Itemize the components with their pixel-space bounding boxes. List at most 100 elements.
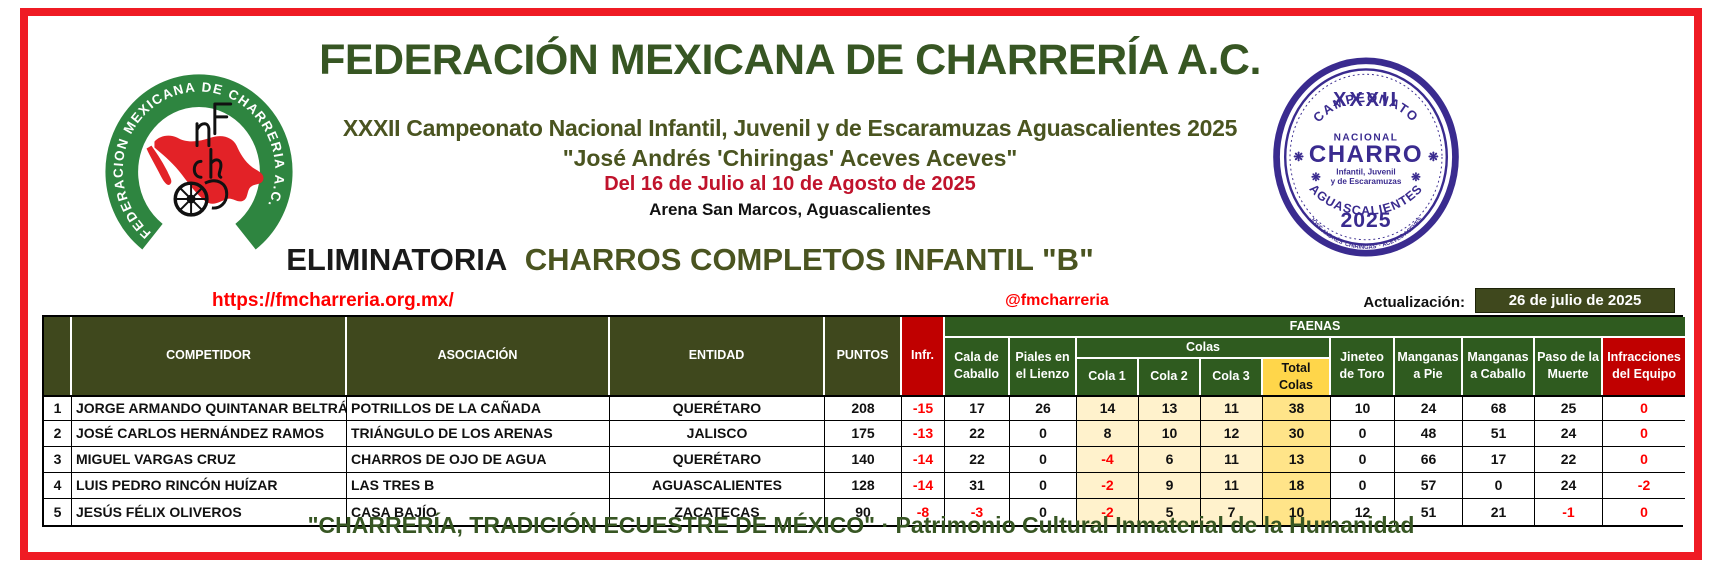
association-cell: LAS TRES B: [347, 472, 610, 499]
association-cell: CHARROS DE OJO DE AGUA: [347, 446, 610, 473]
stamp-outer-ring: [1273, 57, 1459, 257]
cola3-cell: 11: [1201, 446, 1263, 473]
rank-cell: 3: [44, 446, 72, 473]
col-header-paso: Paso de la Muerte: [1535, 337, 1603, 395]
table-row: 1 JORGE ARMANDO QUINTANAR BELTRÁN POTRIL…: [44, 394, 1686, 421]
piales-cell: 0: [1010, 420, 1077, 447]
section-title-category: CHARROS COMPLETOS INFANTIL "B": [524, 242, 1094, 277]
points-cell: 208: [825, 394, 902, 421]
updated-date-badge: 26 de julio de 2025: [1475, 288, 1675, 313]
total-colas-cell: 38: [1263, 394, 1331, 421]
cola1-cell: -4: [1077, 446, 1139, 473]
paso-muerte-cell: 24: [1535, 420, 1603, 447]
col-header-cola3: Cola 3: [1201, 358, 1263, 395]
section-title: ELIMINATORIA CHARROS COMPLETOS INFANTIL …: [78, 242, 1302, 278]
section-title-prefix: ELIMINATORIA: [286, 242, 507, 277]
paso-muerte-cell: -1: [1535, 498, 1603, 525]
stamp-2025: 2025: [1341, 209, 1392, 232]
fmch-monogram: [192, 102, 233, 179]
competitor-name-cell: LUIS PEDRO RINCÓN HUÍZAR: [72, 472, 347, 499]
paso-muerte-cell: 24: [1535, 472, 1603, 499]
group-header-colas: Colas: [1077, 337, 1331, 359]
total-colas-cell: 13: [1263, 446, 1331, 473]
competitor-name-cell: JORGE ARMANDO QUINTANAR BELTRÁN: [72, 394, 347, 421]
col-header-piales: Piales en el Lienzo: [1010, 337, 1077, 395]
cola2-cell: 6: [1139, 446, 1201, 473]
state-cell: AGUASCALIENTES: [610, 472, 825, 499]
piales-cell: 0: [1010, 498, 1077, 525]
results-table: COMPETIDOR ASOCIACIÓN ENTIDAD PUNTOS Inf…: [42, 315, 1686, 527]
col-header-entidad: ENTIDAD: [610, 317, 825, 395]
stamp-dotted-ring: [1289, 73, 1443, 241]
col-header-rank: [44, 317, 72, 395]
federation-url-link[interactable]: https://fmcharreria.org.mx/: [212, 290, 454, 311]
cola2-cell: 13: [1139, 394, 1201, 421]
group-header-faenas: FAENAS: [945, 317, 1686, 338]
rank-cell: 1: [44, 394, 72, 421]
cola1-cell: 14: [1077, 394, 1139, 421]
infractions-cell: -14: [902, 446, 945, 473]
event-dates: Del 16 de Julio al 10 de Agosto de 2025: [604, 173, 976, 195]
flourish-left-icon: ❋: [1293, 150, 1304, 164]
jineteo-cell: 0: [1331, 446, 1395, 473]
col-header-manganas-pie: Manganas a Pie: [1395, 337, 1463, 395]
competitor-name-cell: MIGUEL VARGAS CRUZ: [72, 446, 347, 473]
table-row: 3 MIGUEL VARGAS CRUZ CHARROS DE OJO DE A…: [44, 446, 1686, 473]
cala-cell: 22: [945, 420, 1010, 447]
cola1-cell: -2: [1077, 498, 1139, 525]
state-cell: QUERÉTARO: [610, 446, 825, 473]
paso-muerte-cell: 22: [1535, 446, 1603, 473]
manganas-pie-cell: 66: [1395, 446, 1463, 473]
cala-cell: 31: [945, 472, 1010, 499]
infractions-cell: -15: [902, 394, 945, 421]
cola2-cell: 10: [1139, 420, 1201, 447]
infractions-cell: -8: [902, 498, 945, 525]
table-row: 2 JOSÉ CARLOS HERNÁNDEZ RAMOS TRIÁNGULO …: [44, 420, 1686, 447]
stamp-escaramuzas: y de Escaramuzas: [1331, 177, 1402, 186]
col-header-cola2: Cola 2: [1139, 358, 1201, 395]
cola3-cell: 11: [1201, 472, 1263, 499]
cala-cell: 22: [945, 446, 1010, 473]
updated-label: Actualización:: [1363, 294, 1465, 311]
cola2-cell: 9: [1139, 472, 1201, 499]
competitor-name-cell: JESÚS FÉLIX OLIVEROS: [72, 498, 347, 525]
col-header-manganas-caballo: Manganas a Caballo: [1463, 337, 1535, 395]
rank-cell: 4: [44, 472, 72, 499]
points-cell: 175: [825, 420, 902, 447]
manganas-pie-cell: 51: [1395, 498, 1463, 525]
table-row: 4 LUIS PEDRO RINCÓN HUÍZAR LAS TRES B AG…: [44, 472, 1686, 499]
cola1-cell: -2: [1077, 472, 1139, 499]
team-infractions-cell: 0: [1603, 394, 1686, 421]
cola2-cell: 5: [1139, 498, 1201, 525]
total-colas-cell: 10: [1263, 498, 1331, 525]
horseshoe-band: [105, 74, 293, 250]
total-colas-cell: 30: [1263, 420, 1331, 447]
baja-california-shape: [146, 145, 172, 185]
jineteo-cell: 12: [1331, 498, 1395, 525]
jineteo-cell: 0: [1331, 472, 1395, 499]
association-cell: CASA BAJÍO: [347, 498, 610, 525]
table-row: 5 JESÚS FÉLIX OLIVEROS CASA BAJÍO ZACATE…: [44, 498, 1686, 525]
jineteo-cell: 10: [1331, 394, 1395, 421]
col-header-infr: Infr.: [902, 317, 945, 395]
meta-row: https://fmcharreria.org.mx/ @fmcharreria…: [42, 288, 1683, 314]
state-cell: QUERÉTARO: [610, 394, 825, 421]
piales-cell: 0: [1010, 446, 1077, 473]
competitor-name-cell: JOSÉ CARLOS HERNÁNDEZ RAMOS: [72, 420, 347, 447]
manganas-caballo-cell: 21: [1463, 498, 1535, 525]
cala-cell: -3: [945, 498, 1010, 525]
social-handle-link[interactable]: @fmcharreria: [1005, 292, 1109, 309]
team-infractions-cell: 0: [1603, 446, 1686, 473]
stamp-infantil: Infantil, Juvenil: [1336, 167, 1395, 176]
manganas-caballo-cell: 68: [1463, 394, 1535, 421]
piales-cell: 26: [1010, 394, 1077, 421]
page-title: FEDERACIÓN MEXICANA DE CHARRERÍA A.C.: [319, 36, 1261, 84]
team-infractions-cell: 0: [1603, 420, 1686, 447]
stamp-xxxii: XXXII: [1333, 89, 1399, 111]
cola3-cell: 7: [1201, 498, 1263, 525]
page-frame: FEDERACION MEXICANA DE CHARRERIA A.C. XX…: [20, 8, 1702, 560]
results-body: 1 JORGE ARMANDO QUINTANAR BELTRÁN POTRIL…: [44, 394, 1686, 525]
stamp-charro: CHARRO: [1309, 141, 1423, 168]
points-cell: 90: [825, 498, 902, 525]
infractions-cell: -13: [902, 420, 945, 447]
